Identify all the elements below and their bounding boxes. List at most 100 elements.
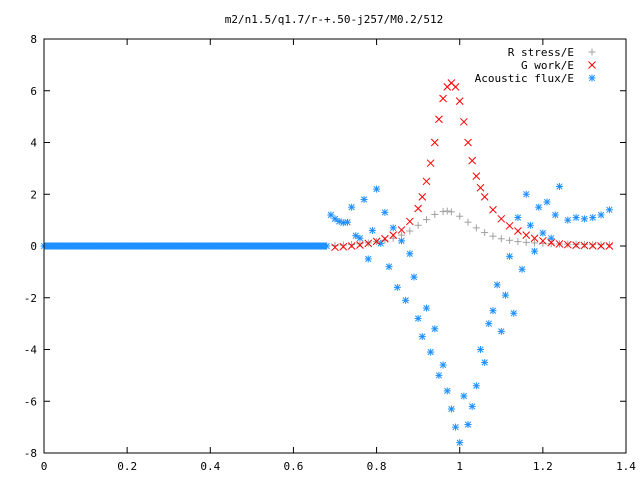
data-point <box>352 232 360 240</box>
data-point <box>531 239 539 247</box>
data-point <box>418 192 427 201</box>
data-point <box>406 250 414 258</box>
data-point <box>57 242 65 250</box>
y-tick-label: 0 <box>30 240 37 253</box>
data-point <box>256 242 264 250</box>
x-tick-label: 0.6 <box>283 460 303 473</box>
data-point <box>455 97 464 105</box>
data-point <box>456 439 464 447</box>
data-point <box>572 241 580 250</box>
data-point <box>381 234 389 243</box>
data-point <box>460 392 468 400</box>
data-point <box>402 296 410 304</box>
data-point <box>215 242 223 250</box>
data-point <box>477 346 484 353</box>
legend-label: Acoustic flux/E <box>475 72 574 85</box>
data-point <box>431 325 439 333</box>
data-point <box>82 242 90 250</box>
data-point <box>547 240 555 248</box>
data-point <box>289 242 297 250</box>
data-point <box>173 242 181 250</box>
data-point <box>323 242 331 250</box>
data-point <box>148 242 156 250</box>
data-point <box>564 216 572 224</box>
legend-marker <box>588 61 596 69</box>
data-point <box>543 198 551 206</box>
data-point <box>514 214 522 222</box>
data-point <box>605 241 613 249</box>
data-point <box>422 304 430 312</box>
data-point <box>443 387 451 395</box>
data-point <box>510 309 518 317</box>
y-tick-label: 4 <box>30 137 37 150</box>
data-point <box>551 211 559 219</box>
data-point <box>535 203 543 211</box>
data-point <box>480 192 489 201</box>
data-point <box>348 240 356 248</box>
data-point <box>181 242 189 250</box>
data-point <box>90 242 98 250</box>
data-point <box>580 241 589 250</box>
data-point <box>165 242 173 250</box>
data-point <box>414 314 422 322</box>
data-point <box>190 242 198 250</box>
data-point <box>240 242 248 250</box>
data-point <box>597 241 605 249</box>
data-point <box>522 190 530 198</box>
data-point <box>343 218 351 226</box>
data-point <box>223 242 231 250</box>
data-point <box>360 195 368 203</box>
data-point <box>410 273 418 281</box>
x-tick-label: 1.2 <box>533 460 553 473</box>
legend-marker <box>588 74 596 82</box>
data-point <box>73 242 81 250</box>
data-point <box>468 156 477 165</box>
data-point <box>331 215 339 223</box>
data-point <box>314 242 322 250</box>
data-point <box>389 231 398 239</box>
y-tick-label: -8 <box>24 447 37 460</box>
x-tick-label: 0.2 <box>117 460 137 473</box>
data-point <box>589 214 597 222</box>
data-point <box>452 423 460 431</box>
data-point <box>514 227 522 235</box>
data-point <box>597 211 605 219</box>
data-point <box>347 242 356 250</box>
data-point <box>385 263 393 271</box>
data-point <box>273 242 281 250</box>
legend-label: G work/E <box>521 59 574 72</box>
data-point <box>514 238 522 246</box>
data-point <box>472 172 481 180</box>
data-point <box>115 242 123 250</box>
data-point <box>472 224 480 232</box>
data-point <box>464 421 472 429</box>
data-point <box>398 231 406 239</box>
data-point <box>555 240 564 248</box>
data-point <box>522 238 530 246</box>
data-point <box>231 242 239 250</box>
data-point <box>48 242 56 250</box>
data-point <box>373 185 381 193</box>
data-point <box>364 239 373 248</box>
data-point <box>539 236 547 245</box>
plot-frame <box>43 38 627 454</box>
data-point <box>426 159 435 168</box>
y-tick-label: -4 <box>24 344 38 357</box>
data-point <box>414 221 422 229</box>
data-point <box>481 358 489 366</box>
data-point <box>493 281 501 289</box>
series-r-stress-e <box>331 207 613 249</box>
data-point <box>468 402 476 410</box>
data-point <box>140 242 148 250</box>
data-point <box>447 208 455 216</box>
y-tick-label: 6 <box>30 85 37 98</box>
data-point <box>476 183 485 192</box>
data-point <box>331 243 339 252</box>
data-point <box>464 138 472 147</box>
data-point <box>497 235 505 243</box>
data-point <box>447 405 455 413</box>
data-point <box>98 242 106 250</box>
data-point <box>539 229 547 237</box>
data-point <box>605 206 613 214</box>
